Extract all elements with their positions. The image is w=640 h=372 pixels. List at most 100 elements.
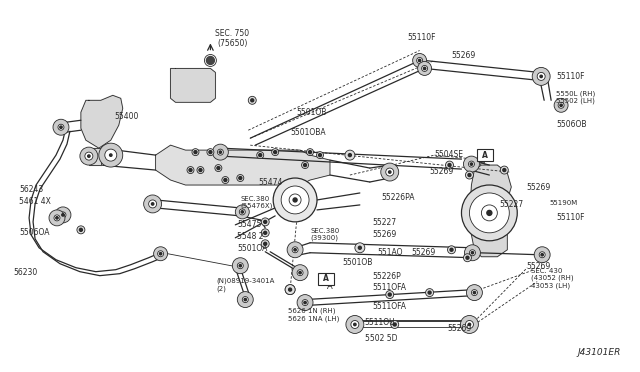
Circle shape — [212, 144, 228, 160]
Circle shape — [386, 291, 394, 299]
Text: 5506OB: 5506OB — [556, 120, 587, 129]
Text: 55190M: 55190M — [549, 200, 577, 206]
Circle shape — [541, 254, 543, 256]
Circle shape — [303, 164, 307, 167]
Text: SEC. 750
(75650): SEC. 750 (75650) — [215, 29, 250, 48]
Circle shape — [388, 293, 391, 296]
Circle shape — [471, 251, 474, 254]
Circle shape — [207, 57, 214, 64]
Text: 5501OA: 5501OA — [237, 244, 268, 253]
Circle shape — [264, 220, 267, 223]
Text: 56230: 56230 — [13, 268, 37, 277]
Circle shape — [264, 242, 267, 245]
Text: 5550L (RH)
55502 (LH): 5550L (RH) 55502 (LH) — [556, 90, 595, 105]
Circle shape — [62, 214, 64, 216]
Text: A: A — [323, 274, 329, 283]
Circle shape — [381, 163, 399, 181]
Circle shape — [241, 211, 243, 213]
Circle shape — [152, 203, 154, 205]
Circle shape — [199, 169, 202, 171]
Circle shape — [388, 171, 391, 173]
Polygon shape — [89, 148, 101, 165]
Text: 5502 5D: 5502 5D — [365, 334, 397, 343]
Circle shape — [302, 299, 308, 305]
Circle shape — [259, 154, 262, 157]
Bar — [477, 149, 493, 161]
Circle shape — [532, 67, 550, 86]
Circle shape — [237, 174, 244, 182]
Circle shape — [450, 248, 453, 251]
Text: 55227: 55227 — [499, 200, 524, 209]
Text: 55269: 55269 — [373, 230, 397, 239]
Text: 5501OB: 5501OB — [296, 108, 326, 117]
Circle shape — [222, 177, 229, 183]
Circle shape — [448, 164, 451, 167]
Text: 55474: 55474 — [258, 178, 283, 187]
Circle shape — [58, 124, 64, 130]
Text: 5511OFA: 5511OFA — [373, 302, 407, 311]
Circle shape — [465, 171, 474, 179]
Text: 5461 4X: 5461 4X — [19, 197, 51, 206]
Circle shape — [554, 98, 568, 112]
Text: 55269: 55269 — [451, 51, 476, 60]
Circle shape — [413, 54, 427, 67]
Text: 5511OFA: 5511OFA — [373, 283, 407, 292]
Circle shape — [261, 229, 269, 237]
Circle shape — [159, 253, 162, 255]
Circle shape — [487, 211, 492, 215]
Circle shape — [60, 126, 62, 128]
Circle shape — [80, 147, 98, 165]
Circle shape — [218, 149, 223, 155]
Circle shape — [261, 240, 269, 248]
Circle shape — [422, 65, 428, 71]
Circle shape — [534, 247, 550, 263]
Circle shape — [348, 154, 351, 157]
Polygon shape — [156, 145, 330, 185]
Circle shape — [251, 99, 253, 102]
Circle shape — [299, 272, 301, 274]
Circle shape — [148, 200, 157, 208]
Circle shape — [540, 75, 542, 78]
Circle shape — [447, 246, 456, 254]
Circle shape — [239, 177, 242, 180]
Circle shape — [99, 143, 123, 167]
Circle shape — [281, 186, 309, 214]
Circle shape — [445, 161, 454, 169]
Text: 5511OU: 5511OU — [365, 318, 396, 327]
Polygon shape — [81, 95, 123, 148]
Circle shape — [264, 231, 267, 234]
Circle shape — [56, 217, 58, 219]
Circle shape — [558, 102, 564, 108]
Circle shape — [304, 301, 307, 304]
Circle shape — [503, 169, 506, 171]
Circle shape — [292, 247, 298, 253]
Circle shape — [287, 242, 303, 258]
Circle shape — [417, 58, 422, 64]
Circle shape — [224, 179, 227, 182]
Text: 55110F: 55110F — [556, 213, 584, 222]
Text: 55269: 55269 — [412, 248, 436, 257]
Circle shape — [354, 323, 356, 326]
Text: 55475: 55475 — [237, 220, 262, 229]
Circle shape — [274, 151, 276, 154]
Circle shape — [219, 151, 221, 153]
Text: 55269: 55269 — [526, 183, 550, 192]
Text: 5501OB: 5501OB — [342, 258, 372, 267]
Polygon shape — [469, 165, 511, 257]
Circle shape — [351, 321, 359, 328]
Circle shape — [237, 292, 253, 308]
Circle shape — [207, 149, 214, 155]
Circle shape — [88, 155, 90, 157]
Text: (N)08919-3401A
(2): (N)08919-3401A (2) — [216, 278, 275, 292]
Circle shape — [215, 164, 222, 171]
Circle shape — [460, 315, 479, 333]
Circle shape — [297, 270, 303, 276]
Text: A: A — [479, 158, 485, 167]
Circle shape — [358, 246, 362, 249]
Circle shape — [285, 285, 295, 295]
Circle shape — [470, 163, 472, 165]
Circle shape — [285, 285, 295, 295]
Circle shape — [297, 295, 313, 311]
Circle shape — [317, 152, 323, 158]
Text: 55110F: 55110F — [408, 33, 436, 42]
